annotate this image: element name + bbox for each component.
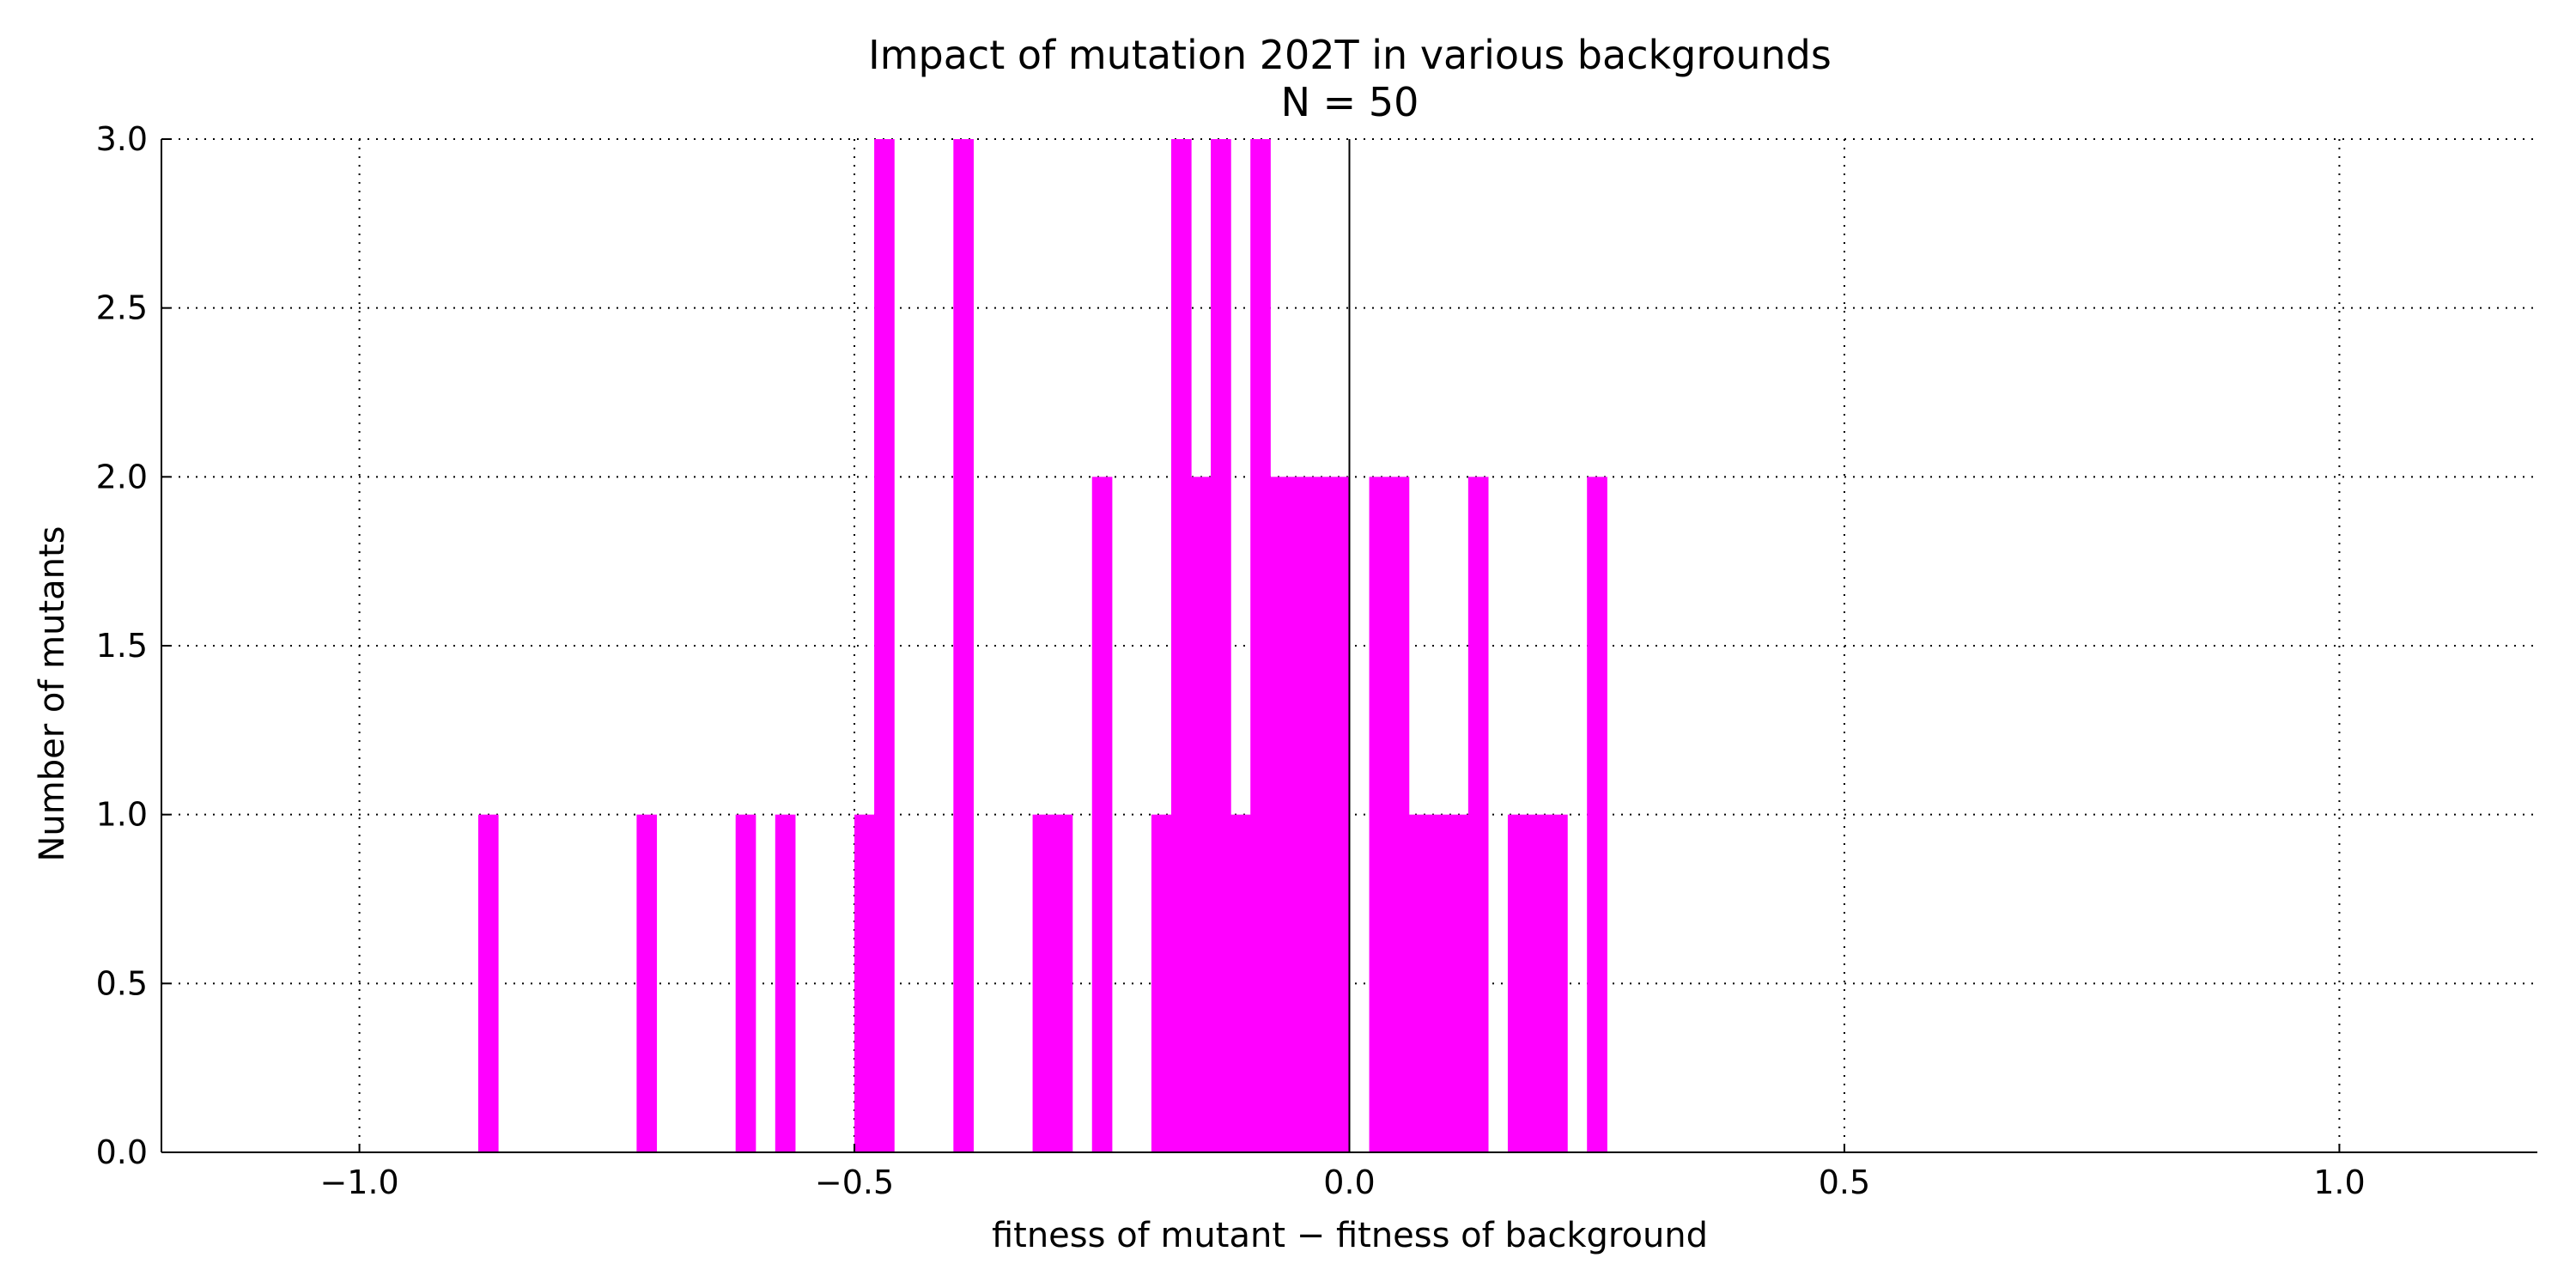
histogram-bar xyxy=(1388,477,1410,1152)
histogram-bar xyxy=(1230,814,1251,1152)
histogram-bar xyxy=(1408,814,1430,1152)
chart-subtitle: N = 50 xyxy=(1281,79,1419,125)
histogram-bar xyxy=(1467,477,1489,1152)
histogram-bar xyxy=(1547,814,1568,1152)
y-tick-label: 0.0 xyxy=(96,1133,148,1171)
axes xyxy=(161,138,2537,1153)
y-tick-label: 2.0 xyxy=(96,458,148,495)
histogram-bar xyxy=(1151,814,1172,1152)
x-axis-label: fitness of mutant − fitness of backgroun… xyxy=(992,1216,1708,1255)
histogram-bar xyxy=(735,814,756,1152)
histogram-bar xyxy=(1052,814,1073,1152)
histogram-bar xyxy=(1428,814,1449,1152)
y-tick-label: 2.5 xyxy=(96,289,148,327)
histogram-bar xyxy=(1309,477,1331,1152)
histogram-bar xyxy=(1191,477,1212,1152)
histogram-bar xyxy=(1032,814,1054,1152)
histogram-bar xyxy=(1507,814,1528,1152)
y-axis-label: Number of mutants xyxy=(33,526,72,861)
histogram-bar xyxy=(1211,139,1231,1152)
x-tick-label: 1.0 xyxy=(2313,1163,2365,1201)
histogram-bar xyxy=(1250,139,1271,1152)
x-tick-label: 0.5 xyxy=(1819,1163,1870,1201)
y-tick-label: 3.0 xyxy=(96,120,148,158)
y-tick-label: 0.5 xyxy=(96,964,148,1002)
chart-title: Impact of mutation 202T in various backg… xyxy=(868,32,1832,78)
x-tick-label: 0.0 xyxy=(1323,1163,1375,1201)
histogram-bar xyxy=(775,814,796,1152)
histogram-bar xyxy=(1587,477,1607,1152)
histogram-bar xyxy=(1528,814,1548,1152)
tick-labels: −1.0 −0.5 0.0 0.5 1.0 0.0 0.5 1.0 1.5 2.0 2.5 3.0 xyxy=(96,120,2366,1201)
histogram-bar xyxy=(1091,477,1113,1152)
histogram-bar xyxy=(1369,477,1390,1152)
histogram-bar xyxy=(477,814,499,1152)
histogram-bar xyxy=(1329,477,1351,1152)
histogram-bar xyxy=(854,814,875,1152)
histogram-bar xyxy=(636,814,658,1152)
x-tick-label: −0.5 xyxy=(815,1163,894,1201)
histogram-bar xyxy=(953,139,974,1152)
y-tick-label: 1.5 xyxy=(96,627,148,665)
histogram-bar xyxy=(1290,477,1310,1152)
histogram-bar xyxy=(1170,139,1192,1152)
histogram-bar xyxy=(1448,814,1469,1152)
histogram-bar xyxy=(874,139,895,1152)
y-tick-label: 1.0 xyxy=(96,796,148,834)
x-tick-label: −1.0 xyxy=(319,1163,398,1201)
histogram-bar xyxy=(1270,477,1291,1152)
histogram-bars xyxy=(477,139,1607,1152)
